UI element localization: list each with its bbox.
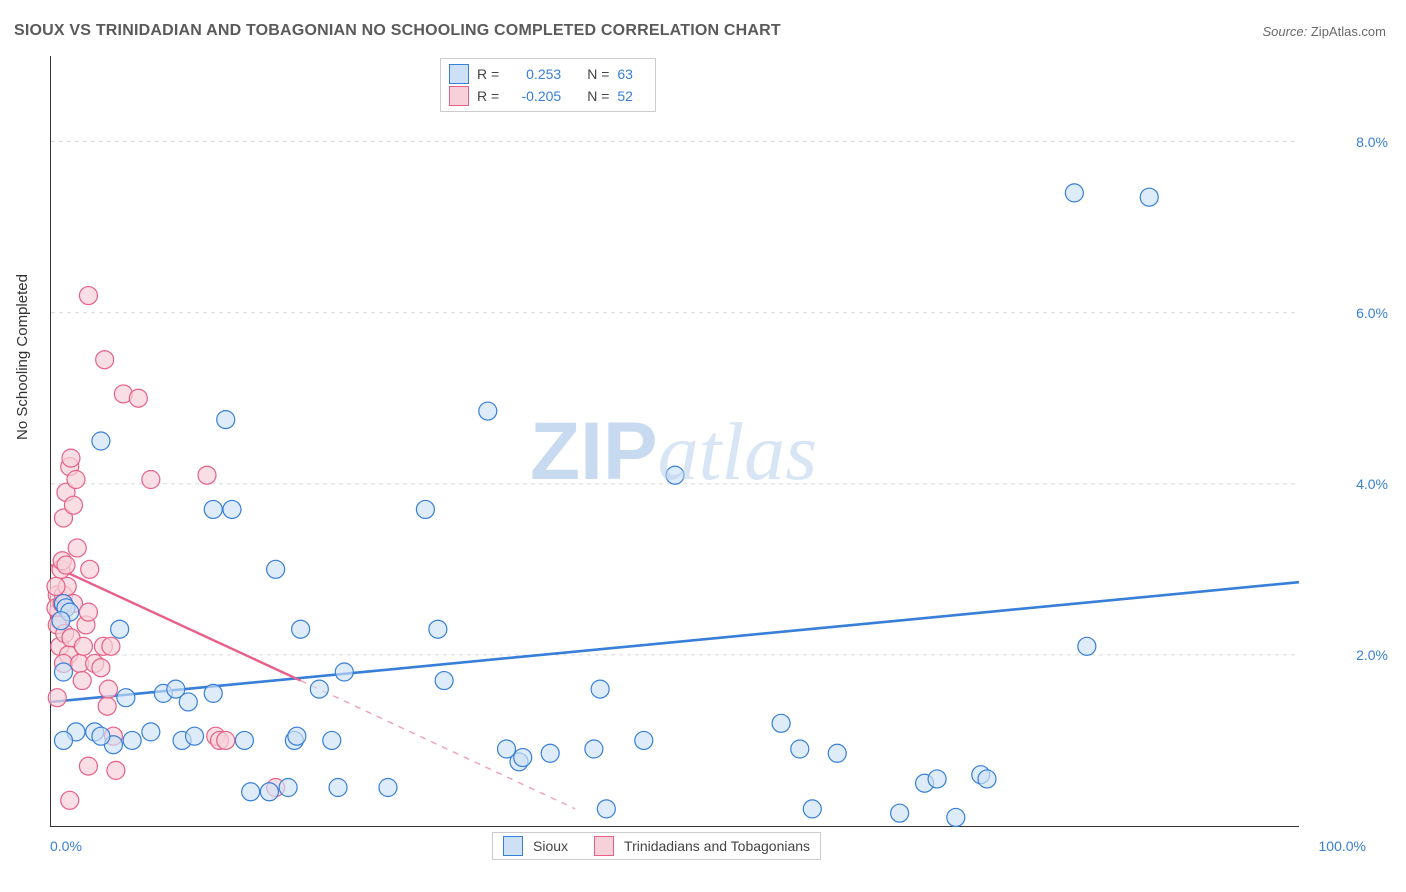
y-tick-label: 2.0% [1356,647,1388,663]
n-value-pink: 52 [617,85,645,107]
n-value-blue: 63 [617,63,645,85]
correlation-legend: R = 0.253 N = 63 R = -0.205 N = 52 [440,58,656,112]
r-label: R = [477,63,499,85]
chart-title: SIOUX VS TRINIDADIAN AND TOBAGONIAN NO S… [14,22,781,40]
n-label: N = [587,63,609,85]
r-label: R = [477,85,499,107]
n-label: N = [587,85,609,107]
source-prefix: Source: [1262,24,1310,39]
source-name: ZipAtlas.com [1311,24,1386,39]
swatch-blue-icon [503,836,523,856]
r-value-pink: -0.205 [507,85,561,107]
y-axis-label: No Schooling Completed [14,274,31,440]
correlation-row-pink: R = -0.205 N = 52 [449,85,645,107]
swatch-blue-icon [449,64,469,84]
series-legend: Sioux Trinidadians and Tobagonians [492,832,821,860]
scatter-plot [50,56,1299,827]
swatch-pink-icon [594,836,614,856]
y-tick-label: 4.0% [1356,476,1388,492]
series-label-sioux: Sioux [533,838,568,854]
correlation-row-blue: R = 0.253 N = 63 [449,63,645,85]
swatch-pink-icon [449,86,469,106]
y-tick-label: 8.0% [1356,134,1388,150]
y-tick-label: 6.0% [1356,305,1388,321]
r-value-blue: 0.253 [507,63,561,85]
source-attribution: Source: ZipAtlas.com [1262,24,1386,39]
x-min-label: 0.0% [50,838,82,854]
series-label-trinidadian: Trinidadians and Tobagonians [624,838,810,854]
plot-svg [51,56,1299,826]
x-max-label: 100.0% [1319,838,1366,854]
